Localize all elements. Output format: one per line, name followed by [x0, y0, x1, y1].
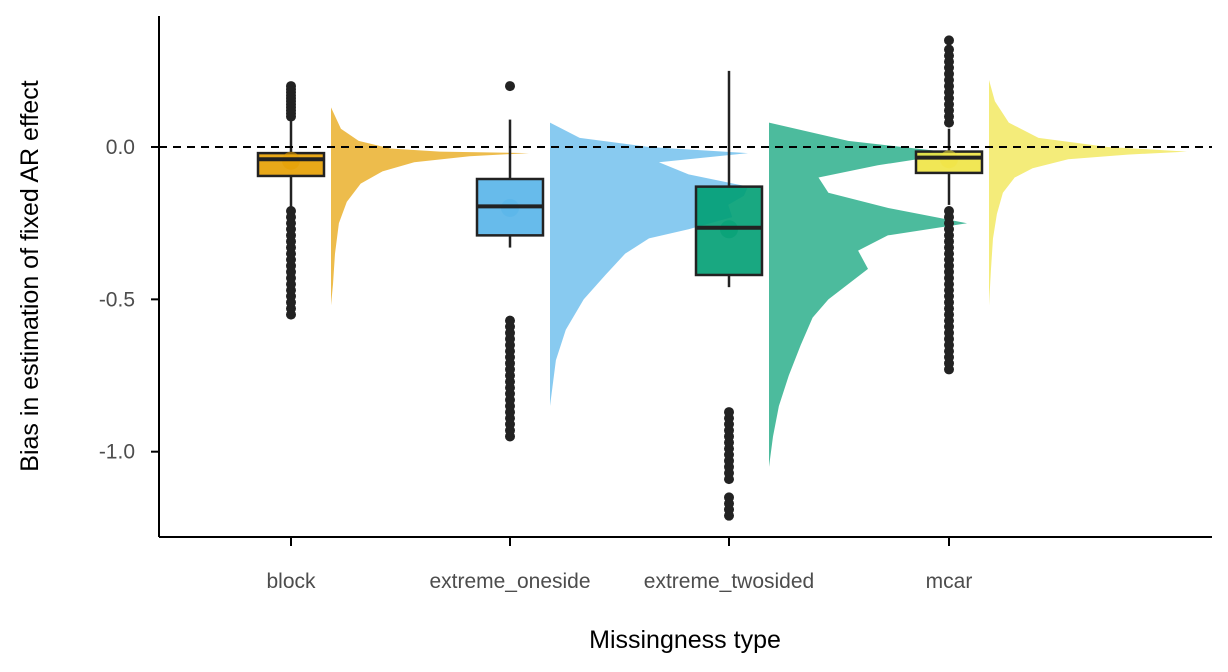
x-tick-label: block [266, 570, 316, 593]
outlier-point [286, 111, 296, 122]
outlier-point [505, 81, 515, 92]
outlier-point [944, 117, 954, 128]
outlier-point [505, 315, 515, 326]
outlier-point [724, 492, 734, 503]
series-extreme_twosided [694, 70, 967, 521]
x-tick-label: extreme_oneside [429, 570, 590, 593]
outlier-point [944, 205, 954, 216]
outlier-point [286, 205, 296, 216]
x-tick-label: extreme_twosided [644, 570, 814, 593]
outlier-point [944, 35, 954, 46]
density-cloud [769, 122, 967, 467]
x-tick-label: mcar [926, 570, 973, 593]
plot-area [159, 35, 1212, 521]
y-tick-label: 0.0 [106, 136, 135, 159]
x-axis-ticks: block extreme_oneside extreme_twosided mcar [266, 537, 972, 593]
outlier-point [724, 407, 734, 418]
y-tick-label: -0.5 [99, 288, 135, 311]
density-cloud [989, 80, 1187, 306]
series-mcar [914, 35, 1187, 375]
y-axis-title: Bias in estimation of fixed AR effect [16, 80, 44, 471]
x-axis-title: Missingness type [589, 626, 781, 654]
density-cloud [331, 107, 529, 306]
y-tick-label: -1.0 [99, 441, 135, 464]
y-axis-ticks: 0.0 -0.5 -1.0 [99, 136, 159, 464]
series-block [256, 81, 529, 320]
